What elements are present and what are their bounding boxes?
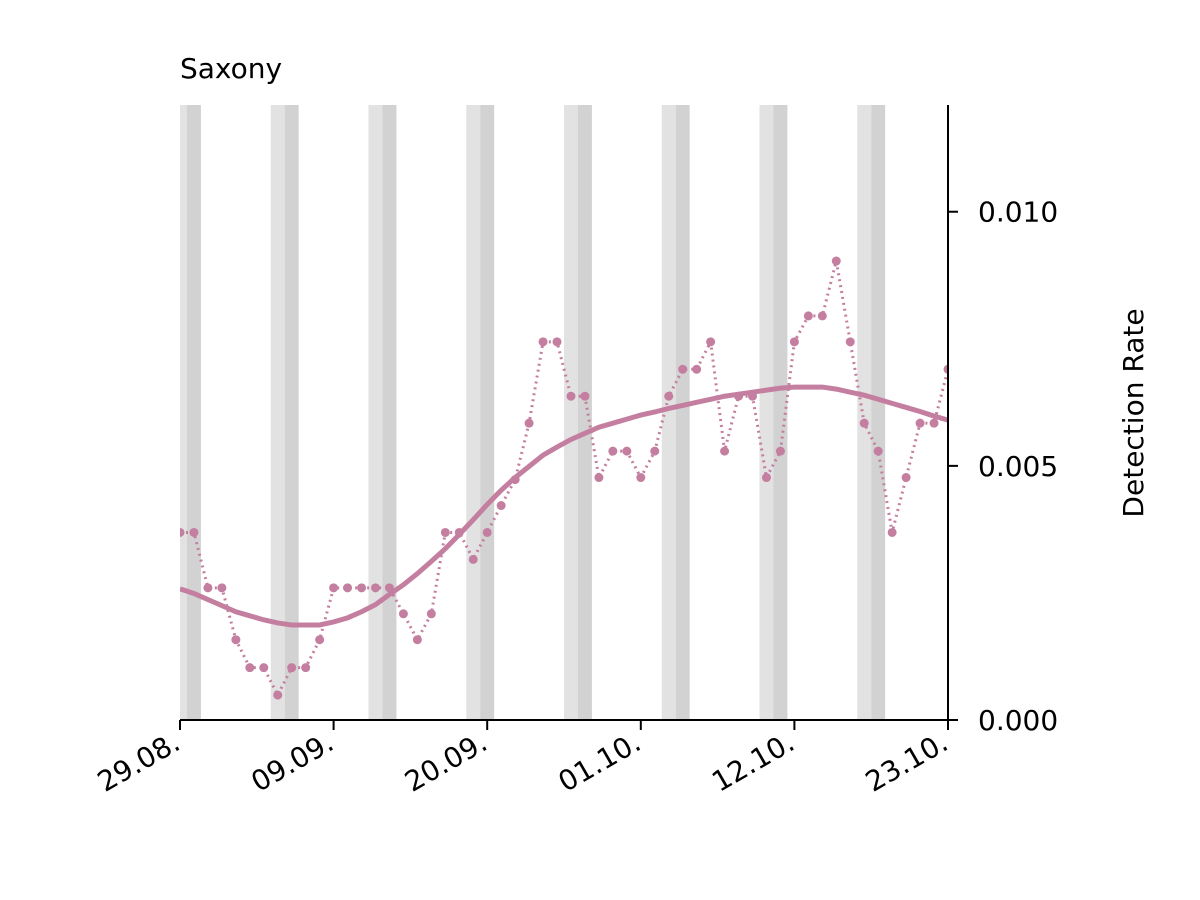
data-point (217, 583, 227, 593)
weekend-band (857, 105, 872, 720)
data-point (859, 418, 869, 428)
data-point (831, 256, 841, 266)
weekend-band (270, 105, 285, 720)
weekend-band (284, 105, 299, 720)
y-tick-label: 0.005 (978, 450, 1058, 483)
weekend-band (180, 105, 187, 720)
x-tick-label: 01.10. (553, 725, 647, 798)
data-point (873, 446, 883, 456)
weekend-band (382, 105, 397, 720)
weekend-band (480, 105, 495, 720)
data-point (552, 337, 562, 347)
data-point (845, 337, 855, 347)
data-point (524, 418, 534, 428)
data-point (343, 583, 353, 593)
data-point (901, 473, 911, 483)
weekend-band (368, 105, 383, 720)
data-point (231, 635, 241, 645)
data-point (468, 554, 478, 564)
y-axis-label: Detection Rate (1117, 308, 1150, 517)
data-point (650, 446, 660, 456)
data-point (580, 391, 590, 401)
data-point (720, 446, 730, 456)
data-point (287, 663, 297, 673)
weekend-band (871, 105, 886, 720)
data-point (412, 635, 422, 645)
data-point (180, 527, 185, 537)
chart-title: Saxony (180, 52, 282, 85)
data-point (203, 583, 213, 593)
weekend-band (675, 105, 690, 720)
data-point (594, 473, 604, 483)
data-point (259, 663, 269, 673)
data-point (189, 527, 199, 537)
data-point (929, 418, 939, 428)
data-point (761, 473, 771, 483)
data-point (608, 446, 618, 456)
data-point (315, 635, 325, 645)
data-point (692, 364, 702, 374)
plot-area (180, 105, 948, 720)
weekend-band (577, 105, 592, 720)
y-tick-label: 0.010 (978, 196, 1058, 229)
data-point (273, 690, 283, 700)
x-tick-label: 23.10. (860, 725, 954, 798)
data-point (678, 364, 688, 374)
x-tick-label: 09.09. (245, 725, 339, 798)
data-point (622, 446, 632, 456)
data-point (706, 337, 716, 347)
data-point (887, 527, 897, 537)
data-point (915, 418, 925, 428)
weekend-band (661, 105, 676, 720)
data-point (664, 391, 674, 401)
weekend-band (773, 105, 788, 720)
data-point (538, 337, 548, 347)
y-tick-label: 0.000 (978, 704, 1058, 737)
data-point (636, 473, 646, 483)
data-point (566, 391, 576, 401)
weekend-band (186, 105, 201, 720)
data-point (357, 583, 367, 593)
weekend-band (759, 105, 774, 720)
x-tick-label: 12.10. (706, 725, 800, 798)
x-tick-label: 29.08. (92, 725, 186, 798)
data-point (789, 337, 799, 347)
series-line (180, 384, 948, 628)
weekend-band (564, 105, 578, 720)
data-point (370, 583, 380, 593)
data-point (817, 311, 827, 321)
data-point (301, 663, 311, 673)
data-point (803, 311, 813, 321)
data-point (496, 501, 506, 511)
x-tick-label: 20.09. (399, 725, 493, 798)
data-point (426, 609, 436, 619)
data-point (329, 583, 339, 593)
data-point (440, 527, 450, 537)
weekend-band (466, 105, 481, 720)
data-point (775, 446, 785, 456)
data-point (943, 364, 948, 374)
data-point (482, 527, 492, 537)
data-point (398, 609, 408, 619)
data-point (245, 663, 255, 673)
